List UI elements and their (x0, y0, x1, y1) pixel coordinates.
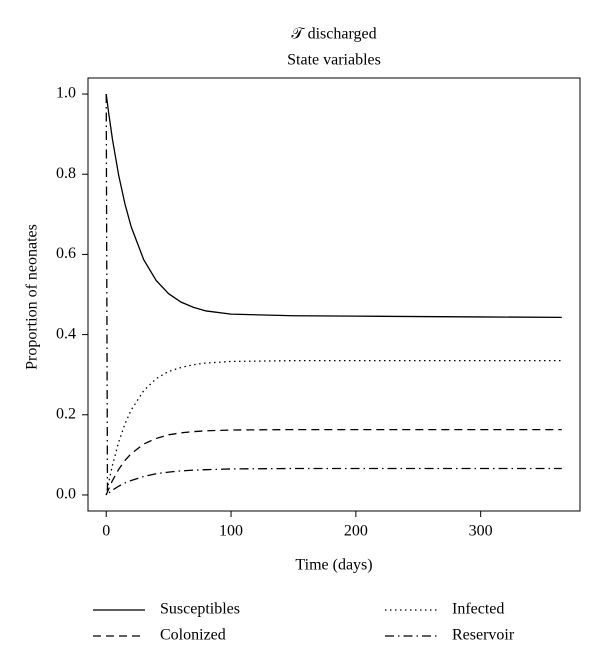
y-tick-label: 0.8 (56, 165, 76, 182)
y-tick-label: 0.2 (56, 405, 76, 422)
series-line (105, 93, 562, 318)
x-tick-label: 0 (102, 523, 110, 540)
legend-label: Susceptibles (160, 601, 240, 618)
y-tick-label: 1.0 (56, 85, 76, 102)
legend-label: Infected (452, 601, 504, 618)
x-tick-label: 200 (344, 523, 368, 540)
chart-title: 𝒯 discharged (291, 26, 376, 43)
x-tick-label: 100 (219, 523, 243, 540)
series-line (105, 94, 562, 495)
y-tick-label: 0.6 (56, 245, 76, 262)
series-line (105, 428, 562, 496)
y-tick-label: 0.4 (56, 325, 76, 342)
x-axis-label: Time (days) (295, 557, 372, 574)
y-tick-label: 0.0 (56, 486, 76, 503)
chart-subtitle: State variables (287, 52, 381, 69)
y-axis-label: Proportion of neonates (24, 224, 41, 370)
series-line (105, 360, 562, 496)
plot-frame (87, 77, 581, 512)
legend-label: Reservoir (452, 627, 515, 644)
legend-label: Colonized (160, 627, 226, 644)
x-tick-label: 300 (469, 523, 493, 540)
